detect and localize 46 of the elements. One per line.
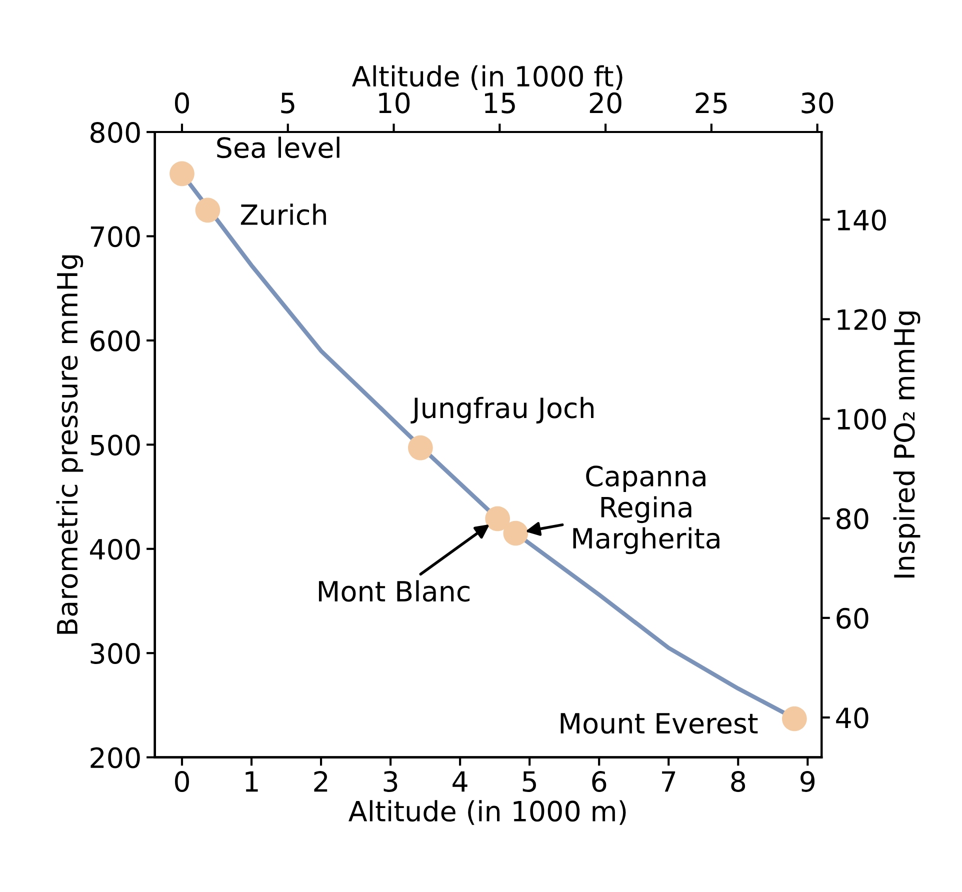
y2-tick-label: 140 [838, 210, 886, 231]
x-tick-label: 3 [384, 770, 398, 792]
point [485, 506, 510, 532]
y-tick-label: 300 [90, 643, 140, 664]
x-tick-label: 9 [800, 770, 815, 792]
y2-tick-label: 80 [836, 508, 868, 530]
y-tick-label: 700 [90, 226, 140, 248]
annotation: Mont Blanc [318, 580, 470, 602]
x2-tick-label: 30 [802, 92, 834, 114]
x2-tick-label: 20 [590, 92, 622, 114]
x-axis-title: Altitude (in 1000 m) [348, 800, 626, 825]
x-tick-label: 2 [314, 770, 328, 792]
y-tick-label: 200 [90, 747, 140, 768]
x-tick-label: 1 [246, 771, 258, 792]
annotation: Capanna Regina Margherita [573, 466, 720, 554]
x2-tick-label: 0 [174, 92, 189, 114]
y2-axis-title: Inspired PO₂ mmHg [893, 312, 920, 578]
x2-axis-title: Altitude (in 1000 ft) [352, 65, 622, 90]
annotation: Zurich [240, 204, 326, 226]
y2-tick-label: 100 [838, 408, 886, 430]
y2-tick-label: 40 [836, 707, 868, 728]
x2-tick-label: 25 [696, 92, 727, 114]
point [782, 706, 807, 732]
annotation: Jungfrau Joch [410, 396, 594, 424]
y-tick-label: 800 [90, 122, 140, 143]
y2-tick-label: 60 [836, 608, 868, 629]
x-tick-label: 8 [731, 770, 746, 792]
point [170, 161, 194, 186]
x-tick-label: 5 [522, 771, 536, 792]
x2-tick-label: 10 [379, 92, 410, 114]
x2-tick-label: 15 [485, 92, 515, 114]
point [503, 520, 528, 546]
y-axis-title: Barometric pressure mmHg [56, 255, 84, 634]
x2-tick-label: 5 [281, 92, 294, 114]
x-tick-label: 0 [174, 770, 189, 792]
x-tick-label: 6 [592, 770, 606, 792]
y-tick-label: 500 [90, 434, 140, 456]
y2-tick-label: 120 [838, 309, 886, 330]
point [408, 435, 433, 460]
x-tick-label: 4 [452, 771, 468, 792]
annotation: Mount Everest [560, 713, 758, 734]
x-tick-label: 7 [662, 771, 676, 792]
y-tick-label: 600 [90, 330, 140, 352]
annotation: Sea level [217, 136, 340, 158]
y-tick-label: 400 [90, 538, 140, 560]
point [195, 198, 220, 223]
